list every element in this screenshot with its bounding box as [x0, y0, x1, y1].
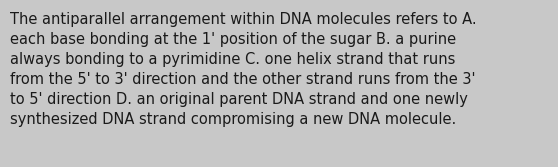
Text: The antiparallel arrangement within DNA molecules refers to A.
each base bonding: The antiparallel arrangement within DNA …: [10, 12, 477, 127]
